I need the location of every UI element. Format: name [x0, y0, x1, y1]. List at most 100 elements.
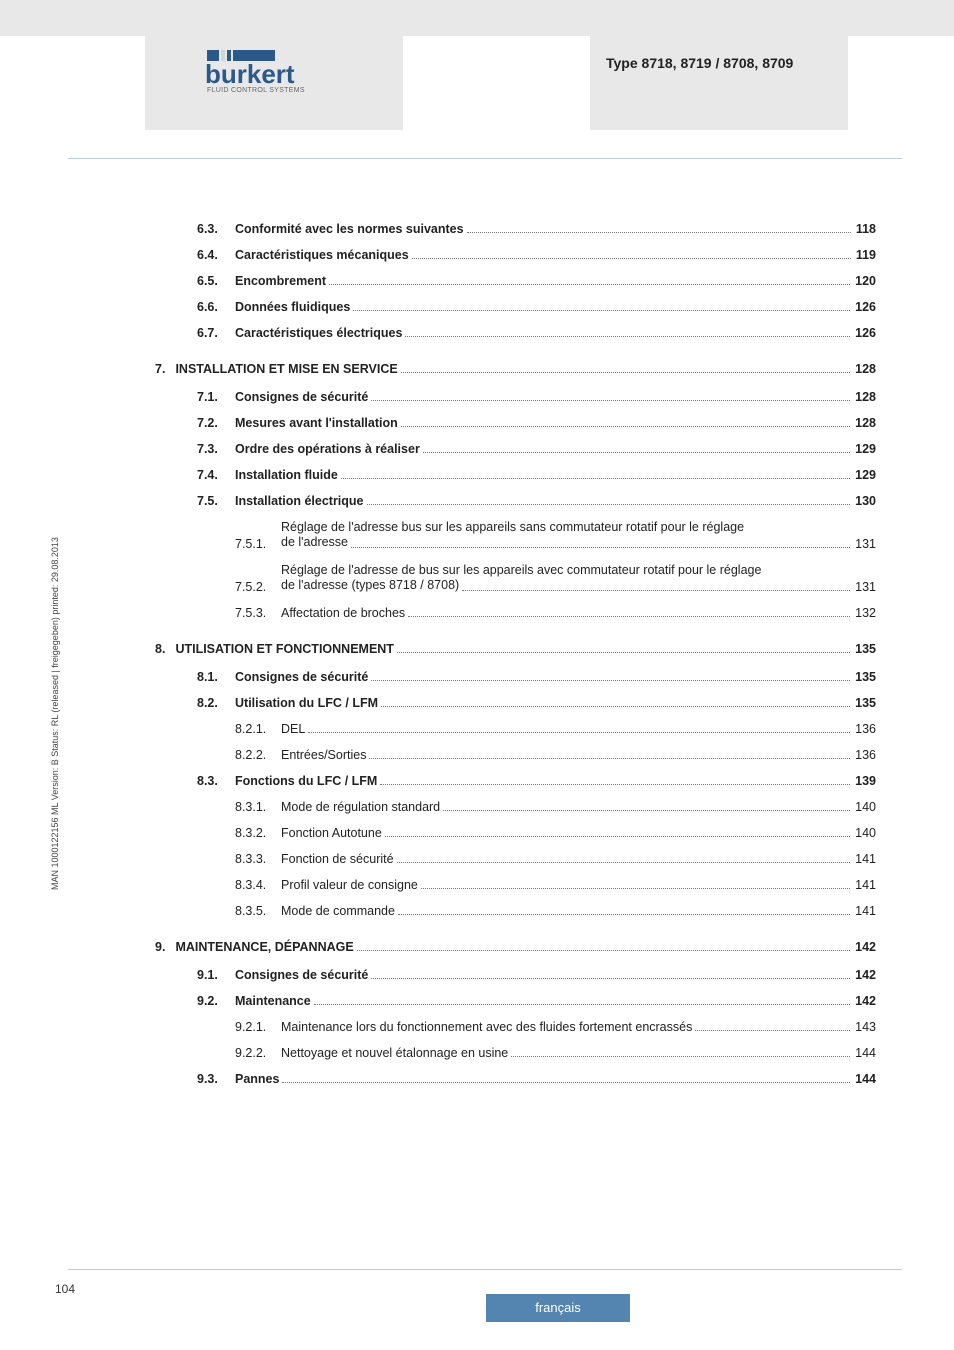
toc-entry-number: 7.1.: [197, 390, 235, 404]
toc-entry-number: 6.6.: [197, 300, 235, 314]
toc-entry-title: UTILISATION ET FONCTIONNEMENT: [175, 642, 394, 656]
toc-entry-number: 6.4.: [197, 248, 235, 262]
toc-entry: 6.7.Caractéristiques électriques126: [197, 326, 876, 340]
toc-entry-title: Utilisation du LFC / LFM: [235, 696, 378, 710]
toc-entry: 9.2.2.Nettoyage et nouvel étalonnage en …: [235, 1046, 876, 1060]
toc-entry: 8.3.1.Mode de régulation standard140: [235, 800, 876, 814]
toc-leader-dots: [353, 310, 850, 311]
toc-leader-dots: [467, 232, 851, 233]
toc-entry-number: 9.1.: [197, 968, 235, 982]
toc-entry-title: Mode de régulation standard: [281, 800, 440, 814]
toc-entry-page: 142: [853, 940, 876, 954]
toc-entry: 7.3.Ordre des opérations à réaliser129: [197, 442, 876, 456]
toc-entry-number: 8.3.5.: [235, 904, 281, 918]
toc-entry-title-line1: Réglage de l'adresse de bus sur les appa…: [281, 563, 876, 577]
toc-entry-page: 129: [853, 442, 876, 456]
toc-entry: 7.5.3.Affectation de broches132: [235, 606, 876, 620]
toc-entry: 7.4.Installation fluide129: [197, 468, 876, 482]
toc-entry: 8.2.1.DEL136: [235, 722, 876, 736]
toc-entry-title: Nettoyage et nouvel étalonnage en usine: [281, 1046, 508, 1060]
toc-entry: 8.3.2.Fonction Autotune140: [235, 826, 876, 840]
toc-leader-dots: [412, 258, 851, 259]
toc-entry-title: INSTALLATION ET MISE EN SERVICE: [175, 362, 397, 376]
toc-leader-dots: [282, 1082, 850, 1083]
toc-leader-dots: [462, 590, 850, 591]
toc-entry-page: 126: [853, 300, 876, 314]
toc-leader-dots: [405, 336, 850, 337]
header-divider: [68, 158, 902, 159]
toc-entry-title: Caractéristiques électriques: [235, 326, 402, 340]
toc-leader-dots: [357, 950, 850, 951]
logo-subtitle: FLUID CONTROL SYSTEMS: [207, 87, 335, 94]
toc-entry-page: 135: [853, 642, 876, 656]
toc-entry-page: 132: [853, 606, 876, 620]
toc-entry-title-line2-row: de l'adresse131: [281, 534, 876, 551]
toc-entry: 8.3.Fonctions du LFC / LFM139: [197, 774, 876, 788]
toc-entry-title-line2: de l'adresse (types 8718 / 8708): [281, 577, 459, 594]
toc-leader-dots: [421, 888, 850, 889]
toc-entry-page: 135: [853, 696, 876, 710]
toc-leader-dots: [398, 914, 850, 915]
toc-entry-page: 131: [853, 580, 876, 594]
toc-entry-page: 118: [854, 222, 876, 236]
toc-entry-title: Fonction de sécurité: [281, 852, 394, 866]
toc-entry-page: 140: [853, 826, 876, 840]
toc-leader-dots: [695, 1030, 850, 1031]
toc-entry-page: 142: [853, 994, 876, 1008]
toc-leader-dots: [371, 978, 850, 979]
toc-entry: 7.5.Installation électrique130: [197, 494, 876, 508]
toc-leader-dots: [351, 547, 850, 548]
toc-entry-number: 8.3.3.: [235, 852, 281, 866]
toc-entry-page: 136: [853, 722, 876, 736]
toc-leader-dots: [397, 652, 850, 653]
toc-entry-number: 9.2.: [197, 994, 235, 1008]
toc-entry-page: 131: [853, 537, 876, 551]
toc-entry-number: 8.3.: [197, 774, 235, 788]
toc-entry-page: 128: [853, 390, 876, 404]
toc-entry-number: 7.5.1.: [235, 537, 281, 551]
toc-entry: 7.5.1.Réglage de l'adresse bus sur les a…: [235, 520, 876, 551]
toc-entry-title: Installation fluide: [235, 468, 338, 482]
toc-entry: 9.3.Pannes144: [197, 1072, 876, 1086]
toc-entry-title: Pannes: [235, 1072, 279, 1086]
toc-leader-dots: [401, 426, 850, 427]
toc-entry-title: Installation électrique: [235, 494, 364, 508]
toc-entry: 9.2.Maintenance142: [197, 994, 876, 1008]
toc-leader-dots: [371, 400, 850, 401]
toc-entry-title: Données fluidiques: [235, 300, 350, 314]
toc-entry-page: 128: [853, 416, 876, 430]
toc-entry-number: 7.5.2.: [235, 580, 281, 594]
document-metadata-sidebar: MAN 1000122156 ML Version: B Status: RL …: [50, 537, 60, 890]
toc-entry-page: 128: [853, 362, 876, 376]
toc-entry: 8.UTILISATION ET FONCTIONNEMENT135: [155, 642, 876, 656]
toc-entry-number: 7.2.: [197, 416, 235, 430]
toc-entry-title: Profil valeur de consigne: [281, 878, 418, 892]
toc-entry-page: 136: [853, 748, 876, 762]
toc-entry-title-line1: Réglage de l'adresse bus sur les apparei…: [281, 520, 876, 534]
toc-entry-title: Fonction Autotune: [281, 826, 382, 840]
toc-leader-dots: [369, 758, 850, 759]
toc-entry-title: Fonctions du LFC / LFM: [235, 774, 377, 788]
toc-entry-number: 7.4.: [197, 468, 235, 482]
toc-entry-title: Entrées/Sorties: [281, 748, 366, 762]
toc-entry: 9.1.Consignes de sécurité142: [197, 968, 876, 982]
toc-entry: 8.2.Utilisation du LFC / LFM135: [197, 696, 876, 710]
toc-leader-dots: [408, 616, 850, 617]
toc-entry: 7.5.2.Réglage de l'adresse de bus sur le…: [235, 563, 876, 594]
toc-entry-number: 7.3.: [197, 442, 235, 456]
toc-entry-title: Consignes de sécurité: [235, 390, 368, 404]
toc-entry: 8.2.2.Entrées/Sorties136: [235, 748, 876, 762]
toc-leader-dots: [329, 284, 850, 285]
toc-entry-page: 119: [854, 248, 876, 262]
toc-leader-dots: [397, 862, 851, 863]
toc-entry-page: 141: [853, 904, 876, 918]
toc-entry: 9.2.1.Maintenance lors du fonctionnement…: [235, 1020, 876, 1034]
toc-entry-title: MAINTENANCE, DÉPANNAGE: [175, 940, 353, 954]
toc-leader-dots: [380, 784, 850, 785]
toc-entry-page: 142: [853, 968, 876, 982]
toc-entry-page: 126: [853, 326, 876, 340]
toc-leader-dots: [401, 372, 850, 373]
toc-entry-number: 9.2.1.: [235, 1020, 281, 1034]
toc-entry-page: 120: [853, 274, 876, 288]
footer-divider: [68, 1269, 902, 1270]
